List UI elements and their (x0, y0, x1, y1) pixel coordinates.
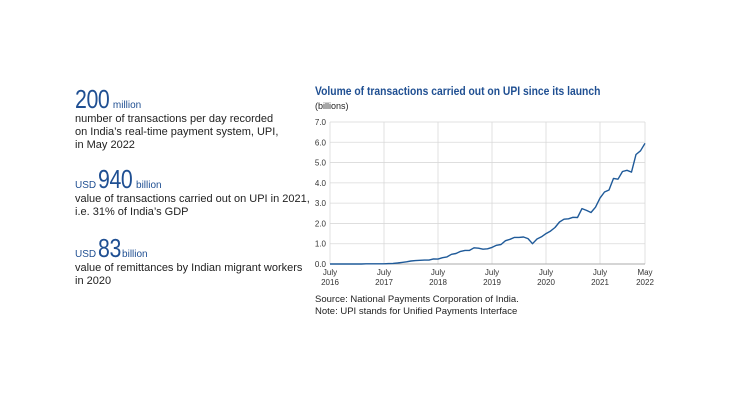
stat-headline: USD940 billion (75, 166, 315, 192)
y-tick-label: 3.0 (315, 199, 327, 208)
y-tick-label: 5.0 (315, 159, 327, 168)
x-tick-label: July (431, 268, 445, 277)
stat-unit: billion (122, 249, 148, 260)
upi-volume-line-chart: 0.01.02.03.04.05.06.07.0July2016July2017… (315, 118, 655, 287)
stat-number: 83 (98, 233, 122, 263)
y-tick-label: 2.0 (315, 219, 327, 228)
series-line (330, 142, 646, 265)
x-tick-label: May (637, 268, 652, 277)
x-tick-label-year: 2019 (483, 278, 501, 287)
source-line: Source: National Payments Corporation of… (315, 294, 519, 305)
y-tick-label: 0.0 (315, 260, 327, 269)
x-tick-label: July (593, 268, 607, 277)
x-tick-label: July (539, 268, 553, 277)
stat-transaction-value: USD940 billion value of transactions carr… (75, 166, 315, 219)
stat-number: 200 (75, 84, 110, 114)
y-tick-label: 1.0 (315, 240, 327, 249)
stat-description: value of transactions carried out on UPI… (75, 193, 315, 219)
y-axis-unit-label: (billions) (315, 101, 349, 111)
stat-transactions-per-day: 200 million number of transactions per da… (75, 86, 315, 152)
stat-prefix: USD (75, 180, 97, 191)
stat-description-line: number of transactions per day recorded (75, 113, 274, 125)
stat-number: 940 (98, 164, 133, 194)
stat-description: value of remittances by Indian migrant w… (75, 262, 315, 288)
x-tick-label: July (485, 268, 499, 277)
x-tick-label-year: 2020 (537, 278, 555, 287)
stat-headline: USD83billion (75, 235, 315, 261)
x-tick-label-year: 2016 (321, 278, 339, 287)
stat-description-line: value of remittances by Indian migrant w… (75, 262, 303, 274)
x-tick-label: July (323, 268, 337, 277)
stat-description-line: i.e. 31% of India’s GDP (75, 206, 189, 218)
stat-headline: 200 million (75, 86, 315, 112)
source-notes: Source: National Payments Corporation of… (315, 294, 519, 318)
x-tick-label-year: 2022 (636, 278, 654, 287)
y-tick-label: 6.0 (315, 138, 327, 147)
stat-description-line: in May 2022 (75, 139, 135, 151)
x-tick-label-year: 2017 (375, 278, 393, 287)
stat-unit: million (112, 100, 142, 111)
stat-prefix: USD (75, 249, 97, 260)
stat-remittances: USD83billion value of remittances by Ind… (75, 235, 315, 288)
x-tick-label-year: 2018 (429, 278, 447, 287)
stat-description-line: in 2020 (75, 275, 112, 287)
stat-unit: billion (136, 180, 162, 191)
y-tick-label: 7.0 (315, 118, 327, 127)
x-tick-label-year: 2021 (591, 278, 609, 287)
stat-description-line: on India’s real-time payment system, UPI… (75, 126, 279, 138)
stat-description: number of transactions per day recorded … (75, 113, 315, 152)
y-tick-label: 4.0 (315, 179, 327, 188)
stat-description-line: value of transactions carried out on UPI… (75, 193, 310, 205)
x-tick-label: July (377, 268, 391, 277)
note-line: Note: UPI stands for Unified Payments In… (315, 306, 518, 317)
chart-title: Volume of transactions carried out on UP… (315, 84, 601, 98)
